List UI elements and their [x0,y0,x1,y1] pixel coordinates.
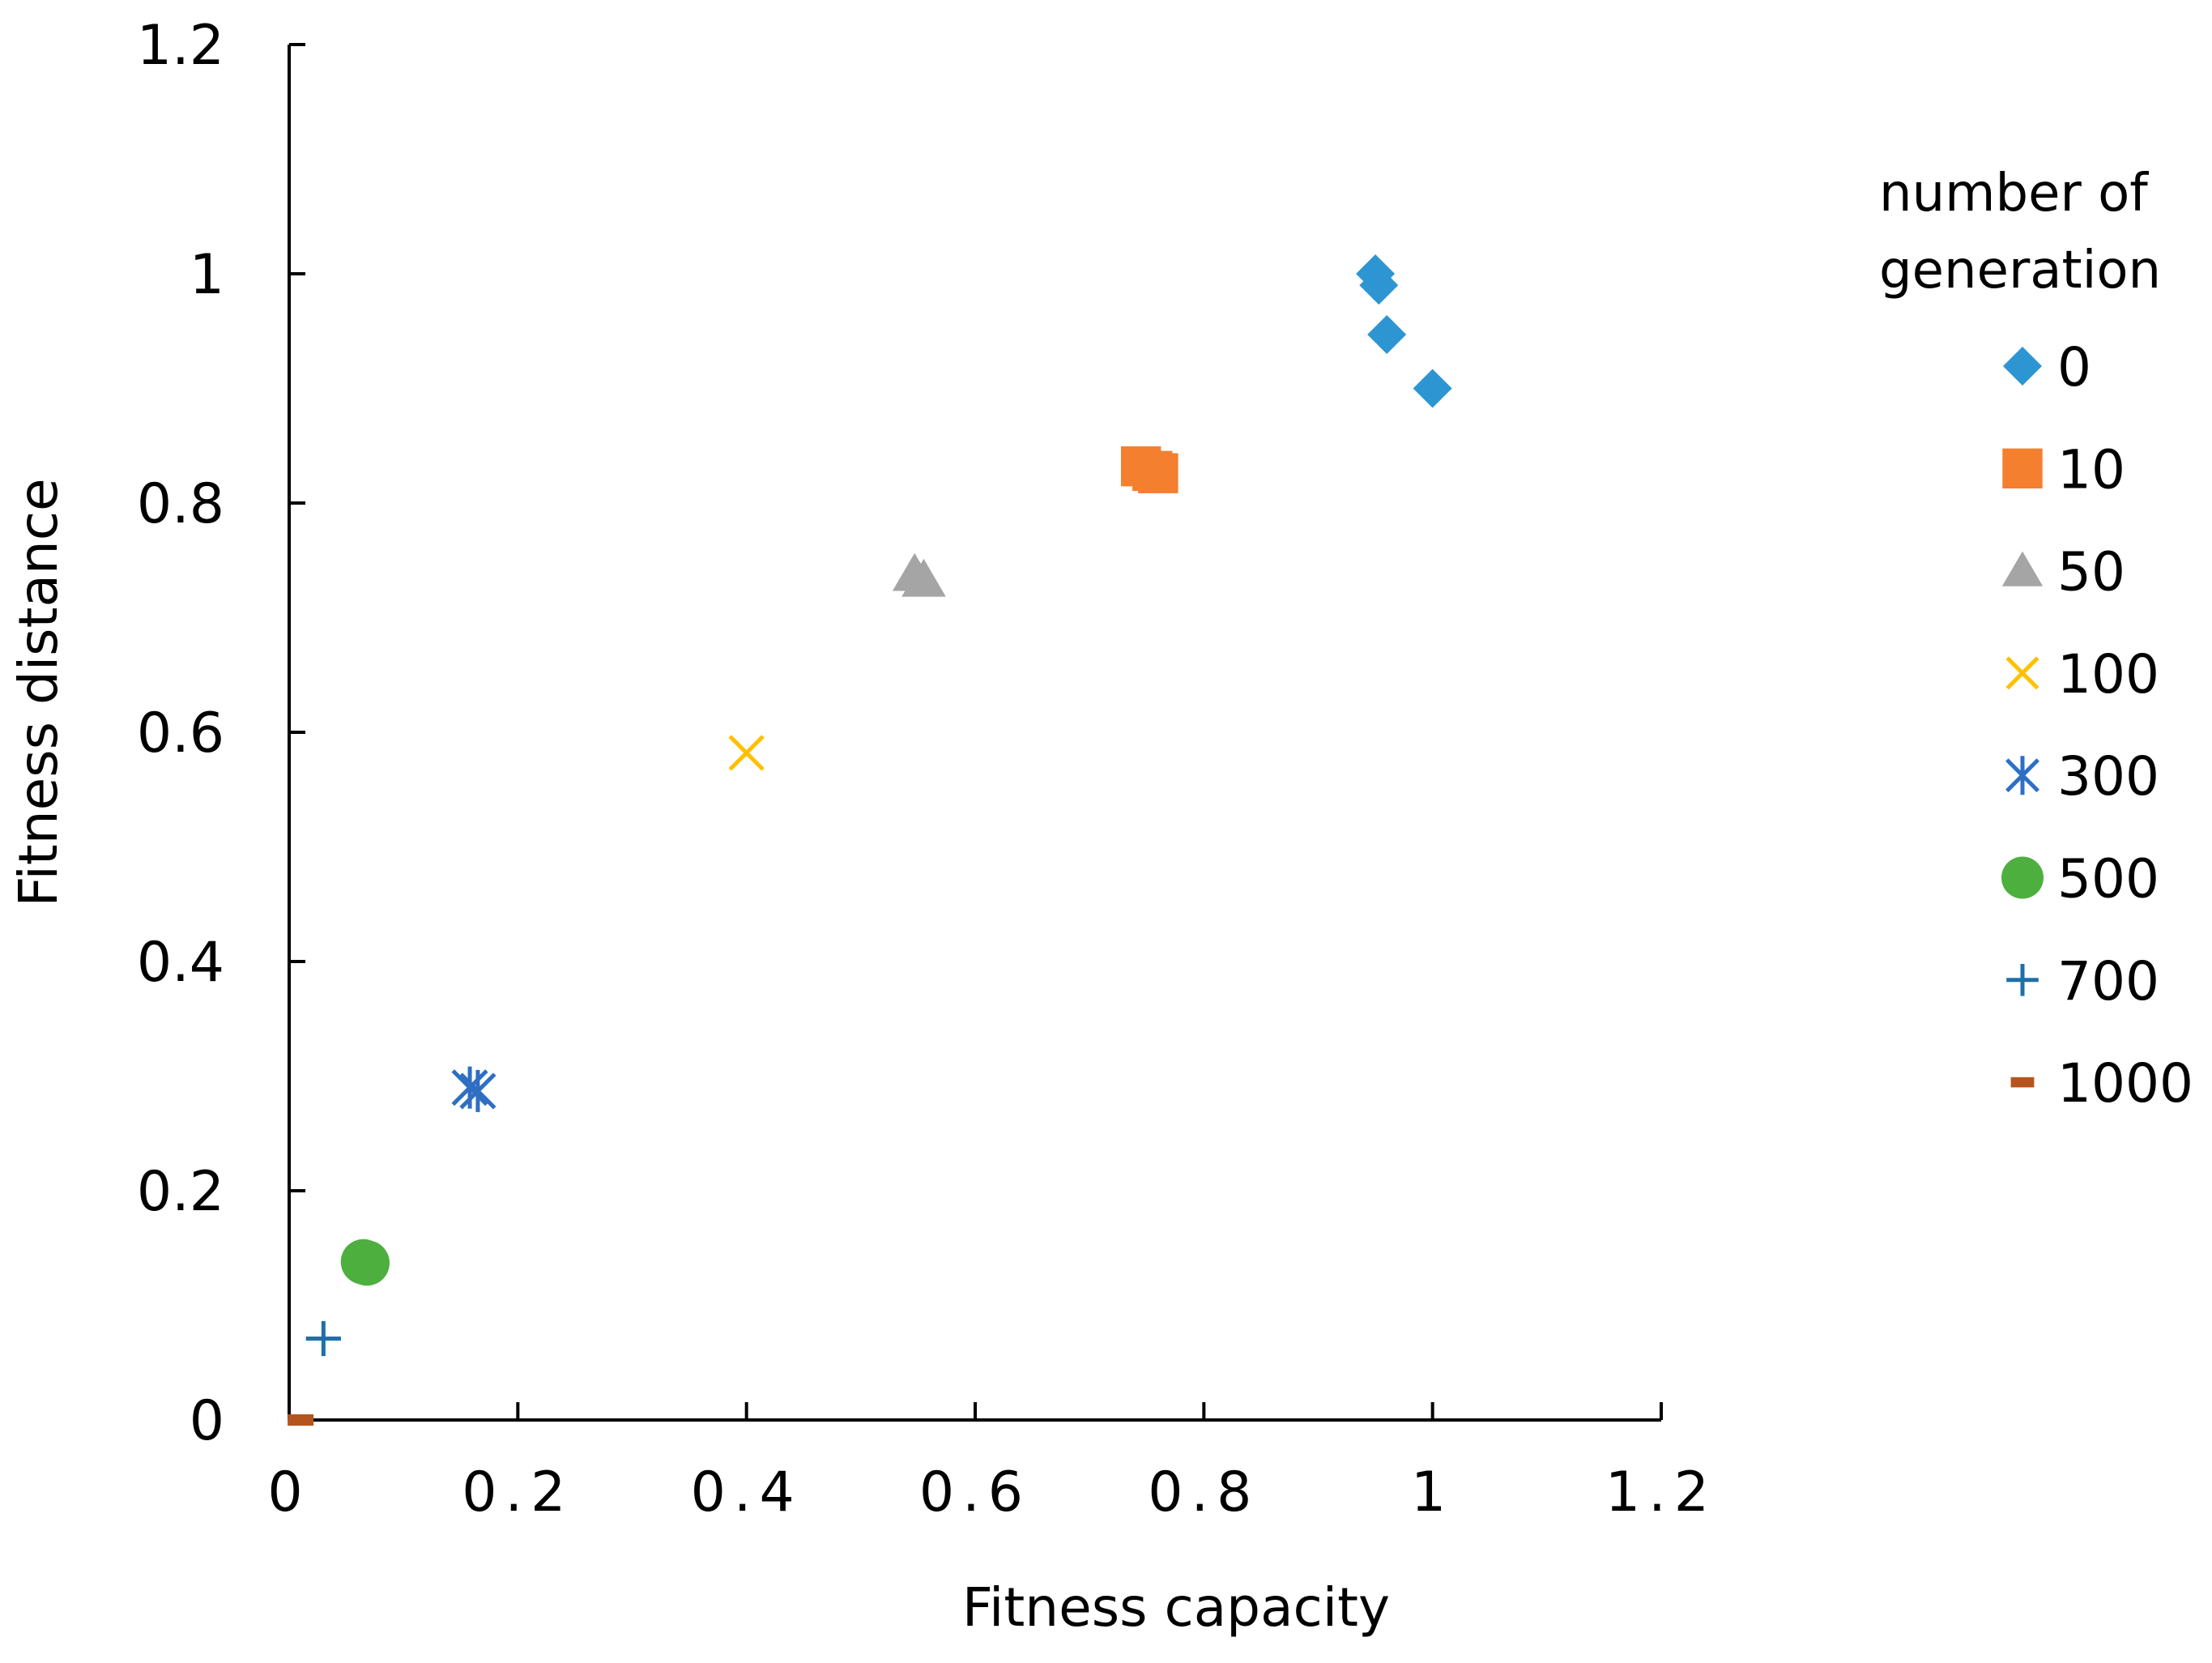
legend-item-700: 700 [2006,950,2159,1013]
data-point-gen-0 [1367,314,1407,354]
y-tick-label: 0.4 [137,931,224,995]
legend-item-500: 500 [2001,848,2159,910]
legend-title-line1: number of [1879,164,2149,224]
x-tick-label: 0.2 [462,1460,573,1524]
x-tick-label: 0.6 [919,1460,1031,1524]
legend-label-500: 500 [2057,848,2159,910]
data-point-gen-500 [343,1240,390,1286]
data-point-gen-0 [1359,266,1399,305]
legend-marker-50 [2001,551,2044,586]
x-axis-ticks: 0 0.2 0.4 0.6 0.8 1 1.2 [267,1402,1717,1524]
y-axis-title: Fitness distance [7,478,70,906]
y-tick-label: 0.8 [137,472,224,536]
legend-label-100: 100 [2057,643,2159,706]
legend-item-0: 0 [2003,336,2091,399]
legend: number of generation 0 10 50 100 300 500 700 10… [1879,164,2193,1115]
y-tick-label: 1 [190,243,224,307]
x-axis-title: Fitness capacity [962,1576,1390,1639]
legend-item-100: 100 [2005,643,2159,706]
y-tick-label: 0.2 [137,1160,224,1224]
data-point-gen-1000 [288,1414,314,1426]
y-axis-ticks: 0 0.2 0.4 0.6 0.8 1 1.2 [137,14,305,1453]
legend-item-300: 300 [2005,745,2159,808]
x-tick-label: 1.2 [1605,1460,1717,1524]
legend-label-10: 10 [2057,438,2125,501]
legend-item-10: 10 [2002,438,2125,501]
legend-label-0: 0 [2057,336,2091,399]
legend-label-300: 300 [2057,745,2159,808]
data-point-gen-0 [1413,369,1452,408]
data-point-gen-700 [305,1320,341,1357]
data-point-gen-50 [901,558,946,597]
legend-label-1000: 1000 [2057,1052,2193,1115]
data-point-gen-100 [728,735,765,771]
x-tick-label: 1 [1411,1460,1454,1524]
legend-title-line2: generation [1879,241,2161,301]
legend-item-50: 50 [2001,541,2125,603]
data-points [288,254,1452,1426]
legend-items: 0 10 50 100 300 500 700 1000 [2001,336,2193,1115]
legend-marker-1000 [2010,1077,2035,1088]
y-tick-label: 1.2 [137,14,224,78]
legend-marker-10 [2002,448,2043,488]
data-point-gen-300 [459,1069,497,1112]
legend-marker-0 [2003,347,2042,386]
data-point-gen-10 [1138,453,1178,493]
x-tick-label: 0.8 [1148,1460,1259,1524]
x-tick-label: 0.4 [691,1460,803,1524]
legend-marker-500 [2001,856,2044,899]
legend-marker-300 [2005,756,2039,795]
y-tick-label: 0.6 [137,701,224,765]
x-tick-label: 0 [267,1460,310,1524]
legend-marker-100 [2005,656,2039,690]
legend-label-50: 50 [2057,541,2125,603]
legend-label-700: 700 [2057,950,2159,1013]
y-tick-label: 0 [190,1389,224,1453]
legend-marker-700 [2006,964,2039,996]
legend-item-1000: 1000 [2010,1052,2193,1115]
